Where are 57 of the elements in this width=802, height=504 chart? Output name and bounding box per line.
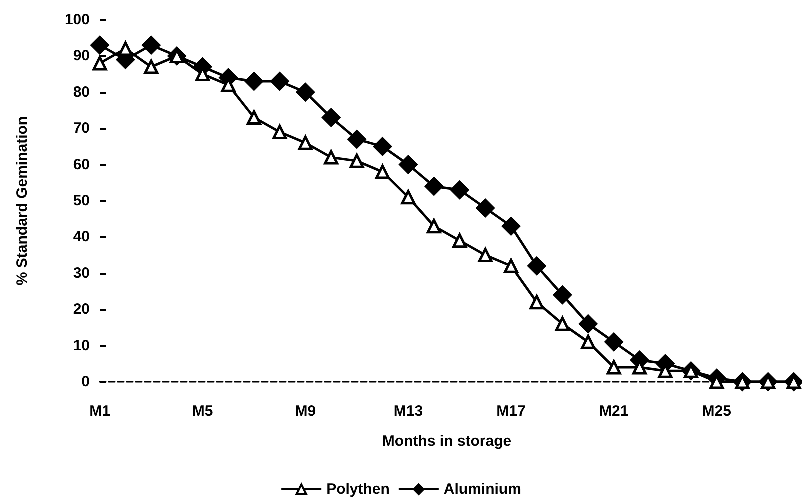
y-tick-label: 90	[73, 48, 90, 65]
point	[555, 316, 570, 332]
legend-label: Aluminium	[444, 481, 522, 498]
point	[581, 334, 596, 350]
point	[246, 110, 262, 125]
point	[142, 36, 161, 55]
point	[528, 256, 546, 276]
y-tick-label: 80	[73, 84, 90, 101]
point	[90, 36, 110, 55]
point	[478, 248, 493, 263]
legend-label: Polythen	[326, 481, 390, 498]
point	[296, 83, 315, 102]
point	[399, 156, 418, 174]
point	[92, 56, 108, 71]
point	[144, 60, 159, 74]
point	[450, 180, 470, 200]
x-tick-label: M21	[599, 403, 629, 420]
y-axis-title: % Standard Gemination	[14, 116, 31, 286]
y-tick-label: 0	[82, 374, 90, 390]
point	[553, 286, 572, 304]
y-tick-label: 70	[73, 120, 90, 138]
point	[324, 150, 339, 165]
point	[244, 72, 264, 91]
point	[348, 130, 366, 149]
y-tick-label: 40	[73, 228, 90, 246]
point	[118, 42, 133, 56]
point	[426, 219, 442, 234]
x-tick-label: M5	[192, 403, 214, 420]
point	[606, 360, 622, 375]
point	[604, 332, 624, 352]
y-tick-label: 20	[73, 301, 90, 318]
y-tick-label: 60	[73, 156, 90, 174]
point	[373, 137, 392, 156]
point	[452, 234, 468, 248]
y-tick-label: 30	[73, 264, 90, 282]
y-tick-label: 50	[73, 192, 90, 210]
y-tick-label: 100	[64, 12, 90, 28]
x-tick-label: M9	[295, 403, 316, 420]
point	[272, 124, 288, 140]
x-tick-label: M13	[394, 403, 424, 420]
point	[530, 295, 544, 310]
y-tick-label: 10	[73, 337, 90, 354]
point	[270, 72, 290, 91]
point	[424, 177, 444, 196]
point	[350, 154, 364, 168]
point	[298, 136, 313, 150]
x-tick-label: M25	[702, 403, 732, 420]
x-tick-label: M17	[496, 403, 526, 420]
x-tick-label: M1	[90, 403, 110, 420]
point	[504, 258, 519, 274]
point	[476, 198, 495, 218]
point	[375, 164, 390, 180]
point	[401, 190, 416, 205]
point	[322, 108, 341, 127]
point	[579, 314, 598, 334]
point	[502, 217, 521, 236]
x-axis-title: Months in storage	[382, 433, 512, 450]
